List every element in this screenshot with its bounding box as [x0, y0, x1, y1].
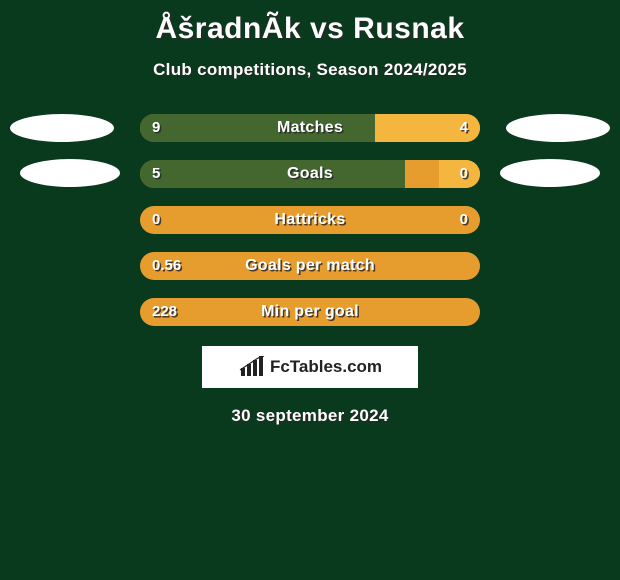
bar-left: [140, 160, 405, 188]
left-oval: [20, 159, 120, 187]
stat-row-hattricks: 0 Hattricks 0: [10, 206, 610, 234]
stat-row-matches: 9 Matches 4: [10, 114, 610, 142]
brand-box: FcTables.com: [202, 346, 418, 388]
stat-row-goals-per-match: 0.56 Goals per match: [10, 252, 610, 280]
bar-track: [140, 160, 480, 188]
brand-chart-icon: [238, 356, 266, 378]
bar-track: [140, 252, 480, 280]
page-subtitle: Club competitions, Season 2024/2025: [0, 60, 620, 80]
bar-track: [140, 298, 480, 326]
comparison-chart: 9 Matches 4 5 Goals 0 0 Hattricks 0: [0, 114, 620, 326]
bar-left: [140, 114, 375, 142]
footer-date: 30 september 2024: [0, 406, 620, 426]
bar-right: [439, 160, 480, 188]
stat-row-goals: 5 Goals 0: [10, 160, 610, 188]
page-root: ÅšradnÃ­k vs Rusnak Club competitions, S…: [0, 0, 620, 580]
stat-row-min-per-goal: 228 Min per goal: [10, 298, 610, 326]
brand-text: FcTables.com: [270, 357, 382, 377]
bar-right: [375, 114, 480, 142]
page-title: ÅšradnÃ­k vs Rusnak: [0, 0, 620, 46]
left-oval: [10, 114, 114, 142]
right-oval: [506, 114, 610, 142]
right-oval: [500, 159, 600, 187]
bar-track: [140, 114, 480, 142]
bar-track: [140, 206, 480, 234]
